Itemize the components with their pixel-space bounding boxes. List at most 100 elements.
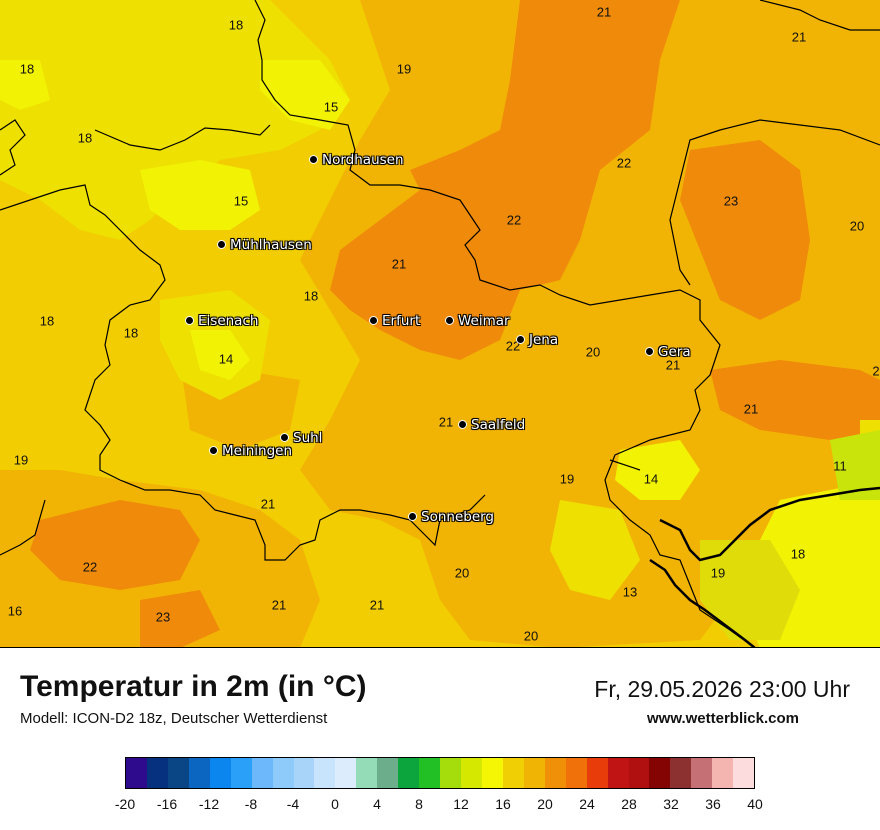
city-dot	[369, 316, 378, 326]
legend-swatch	[733, 758, 755, 788]
legend-swatch	[188, 758, 210, 788]
legend-tick-label: -20	[114, 796, 136, 812]
value-label: 23	[723, 193, 739, 209]
value-label: 21	[369, 597, 385, 613]
value-label: 14	[643, 471, 659, 487]
legend-tick-label: -8	[244, 796, 258, 812]
legend-swatch	[251, 758, 273, 788]
legend-swatch	[461, 758, 482, 788]
legend-swatch	[209, 758, 231, 788]
temperature-map[interactable]: 18 18 18 18 15 19 21 21 22 23 20 15 22 2…	[0, 0, 880, 648]
legend-swatch	[712, 758, 734, 788]
city-dot	[209, 446, 218, 456]
value-label: 20	[454, 565, 470, 581]
legend-swatch	[523, 758, 545, 788]
model-info: Modell: ICON-D2 18z, Deutscher Wetterdie…	[20, 710, 328, 727]
legend-tick-label: 32	[663, 796, 679, 812]
legend-swatch	[230, 758, 252, 788]
value-label: 19	[710, 565, 726, 581]
city-dot	[185, 316, 194, 326]
legend-tick-label: 0	[331, 796, 339, 812]
city-dot	[309, 155, 318, 165]
legend-tick-label: 28	[621, 796, 637, 812]
legend-swatch	[126, 758, 147, 788]
city-label: Meiningen	[222, 442, 292, 459]
value-label: 18	[790, 546, 806, 562]
city-label: Weimar	[458, 312, 510, 329]
legend-ticks: -20 -16 -12 -8 -4 0 4 8 12 16 20 24 28 32 36 40	[115, 796, 763, 816]
city-label: Saalfeld	[471, 416, 526, 433]
city-label: Jena	[529, 331, 559, 348]
city-label: Sonneberg	[421, 508, 495, 525]
value-label: 11	[833, 458, 847, 474]
legend-tick-label: 20	[537, 796, 553, 812]
city-erfurt[interactable]: Erfurt	[369, 312, 421, 330]
legend-swatch	[167, 758, 189, 788]
city-label: Gera	[658, 343, 691, 360]
value-label: 18	[19, 61, 35, 77]
value-label: 21	[391, 256, 407, 272]
value-label: 20	[585, 344, 601, 360]
legend-swatch	[272, 758, 294, 788]
city-saalfeld[interactable]: Saalfeld	[458, 416, 526, 434]
value-label: 22	[82, 559, 98, 575]
legend-swatch	[314, 758, 336, 788]
city-meiningen[interactable]: Meiningen	[209, 442, 292, 460]
value-label: 22	[506, 212, 522, 228]
city-jena[interactable]: Jena	[516, 331, 559, 349]
city-dot	[516, 335, 525, 345]
map-title: Temperatur in 2m (in °C)	[20, 670, 367, 703]
city-eisenach[interactable]: Eisenach	[185, 312, 258, 330]
legend-swatch	[356, 758, 378, 788]
value-label: 15	[233, 193, 249, 209]
legend-swatch	[565, 758, 587, 788]
value-label: 15	[323, 99, 339, 115]
city-label: Nordhausen	[322, 151, 404, 168]
city-weimar[interactable]: Weimar	[445, 312, 510, 330]
value-label: 23	[155, 609, 171, 625]
legend-tick-label: 24	[579, 796, 595, 812]
value-label: 19	[396, 61, 412, 77]
legend-swatch	[440, 758, 461, 788]
value-label: 21	[791, 29, 807, 45]
city-sonneberg[interactable]: Sonneberg	[408, 508, 495, 526]
color-scale-legend	[125, 757, 755, 789]
value-label: 18	[123, 325, 139, 341]
site-link[interactable]: www.wetterblick.com	[647, 710, 799, 727]
value-label: 2	[872, 363, 880, 379]
value-label: 16	[7, 603, 23, 619]
legend-swatch	[502, 758, 524, 788]
value-label: 21	[271, 597, 287, 613]
legend-tick-label: 4	[373, 796, 381, 812]
legend-tick-label: -16	[156, 796, 178, 812]
legend-swatch	[419, 758, 441, 788]
legend-swatch	[398, 758, 420, 788]
value-label: 21	[665, 357, 681, 373]
legend-swatch	[628, 758, 650, 788]
value-label: 18	[303, 288, 319, 304]
city-muehlhausen[interactable]: Mühlhausen	[217, 236, 312, 254]
value-label: 22	[616, 155, 632, 171]
legend-swatch	[481, 758, 503, 788]
city-label: Suhl	[293, 429, 323, 446]
legend-swatch	[377, 758, 399, 788]
city-suhl[interactable]: Suhl	[280, 429, 323, 447]
city-label: Erfurt	[382, 312, 421, 329]
value-label: 19	[13, 452, 29, 468]
legend-tick-label: 16	[495, 796, 511, 812]
legend-tick-label: 40	[747, 796, 763, 812]
legend-swatch	[544, 758, 566, 788]
value-label: 21	[438, 414, 454, 430]
city-gera[interactable]: Gera	[645, 343, 691, 361]
legend-swatch	[293, 758, 315, 788]
legend-swatch	[649, 758, 671, 788]
map-field	[0, 0, 880, 647]
city-dot	[458, 420, 467, 430]
forecast-datetime: Fr, 29.05.2026 23:00 Uhr	[594, 676, 850, 702]
value-label: 14	[218, 351, 234, 367]
value-label: 20	[523, 628, 539, 644]
value-label: 18	[39, 313, 55, 329]
value-label: 13	[622, 584, 638, 600]
city-nordhausen[interactable]: Nordhausen	[309, 151, 404, 169]
value-label: 21	[743, 401, 759, 417]
